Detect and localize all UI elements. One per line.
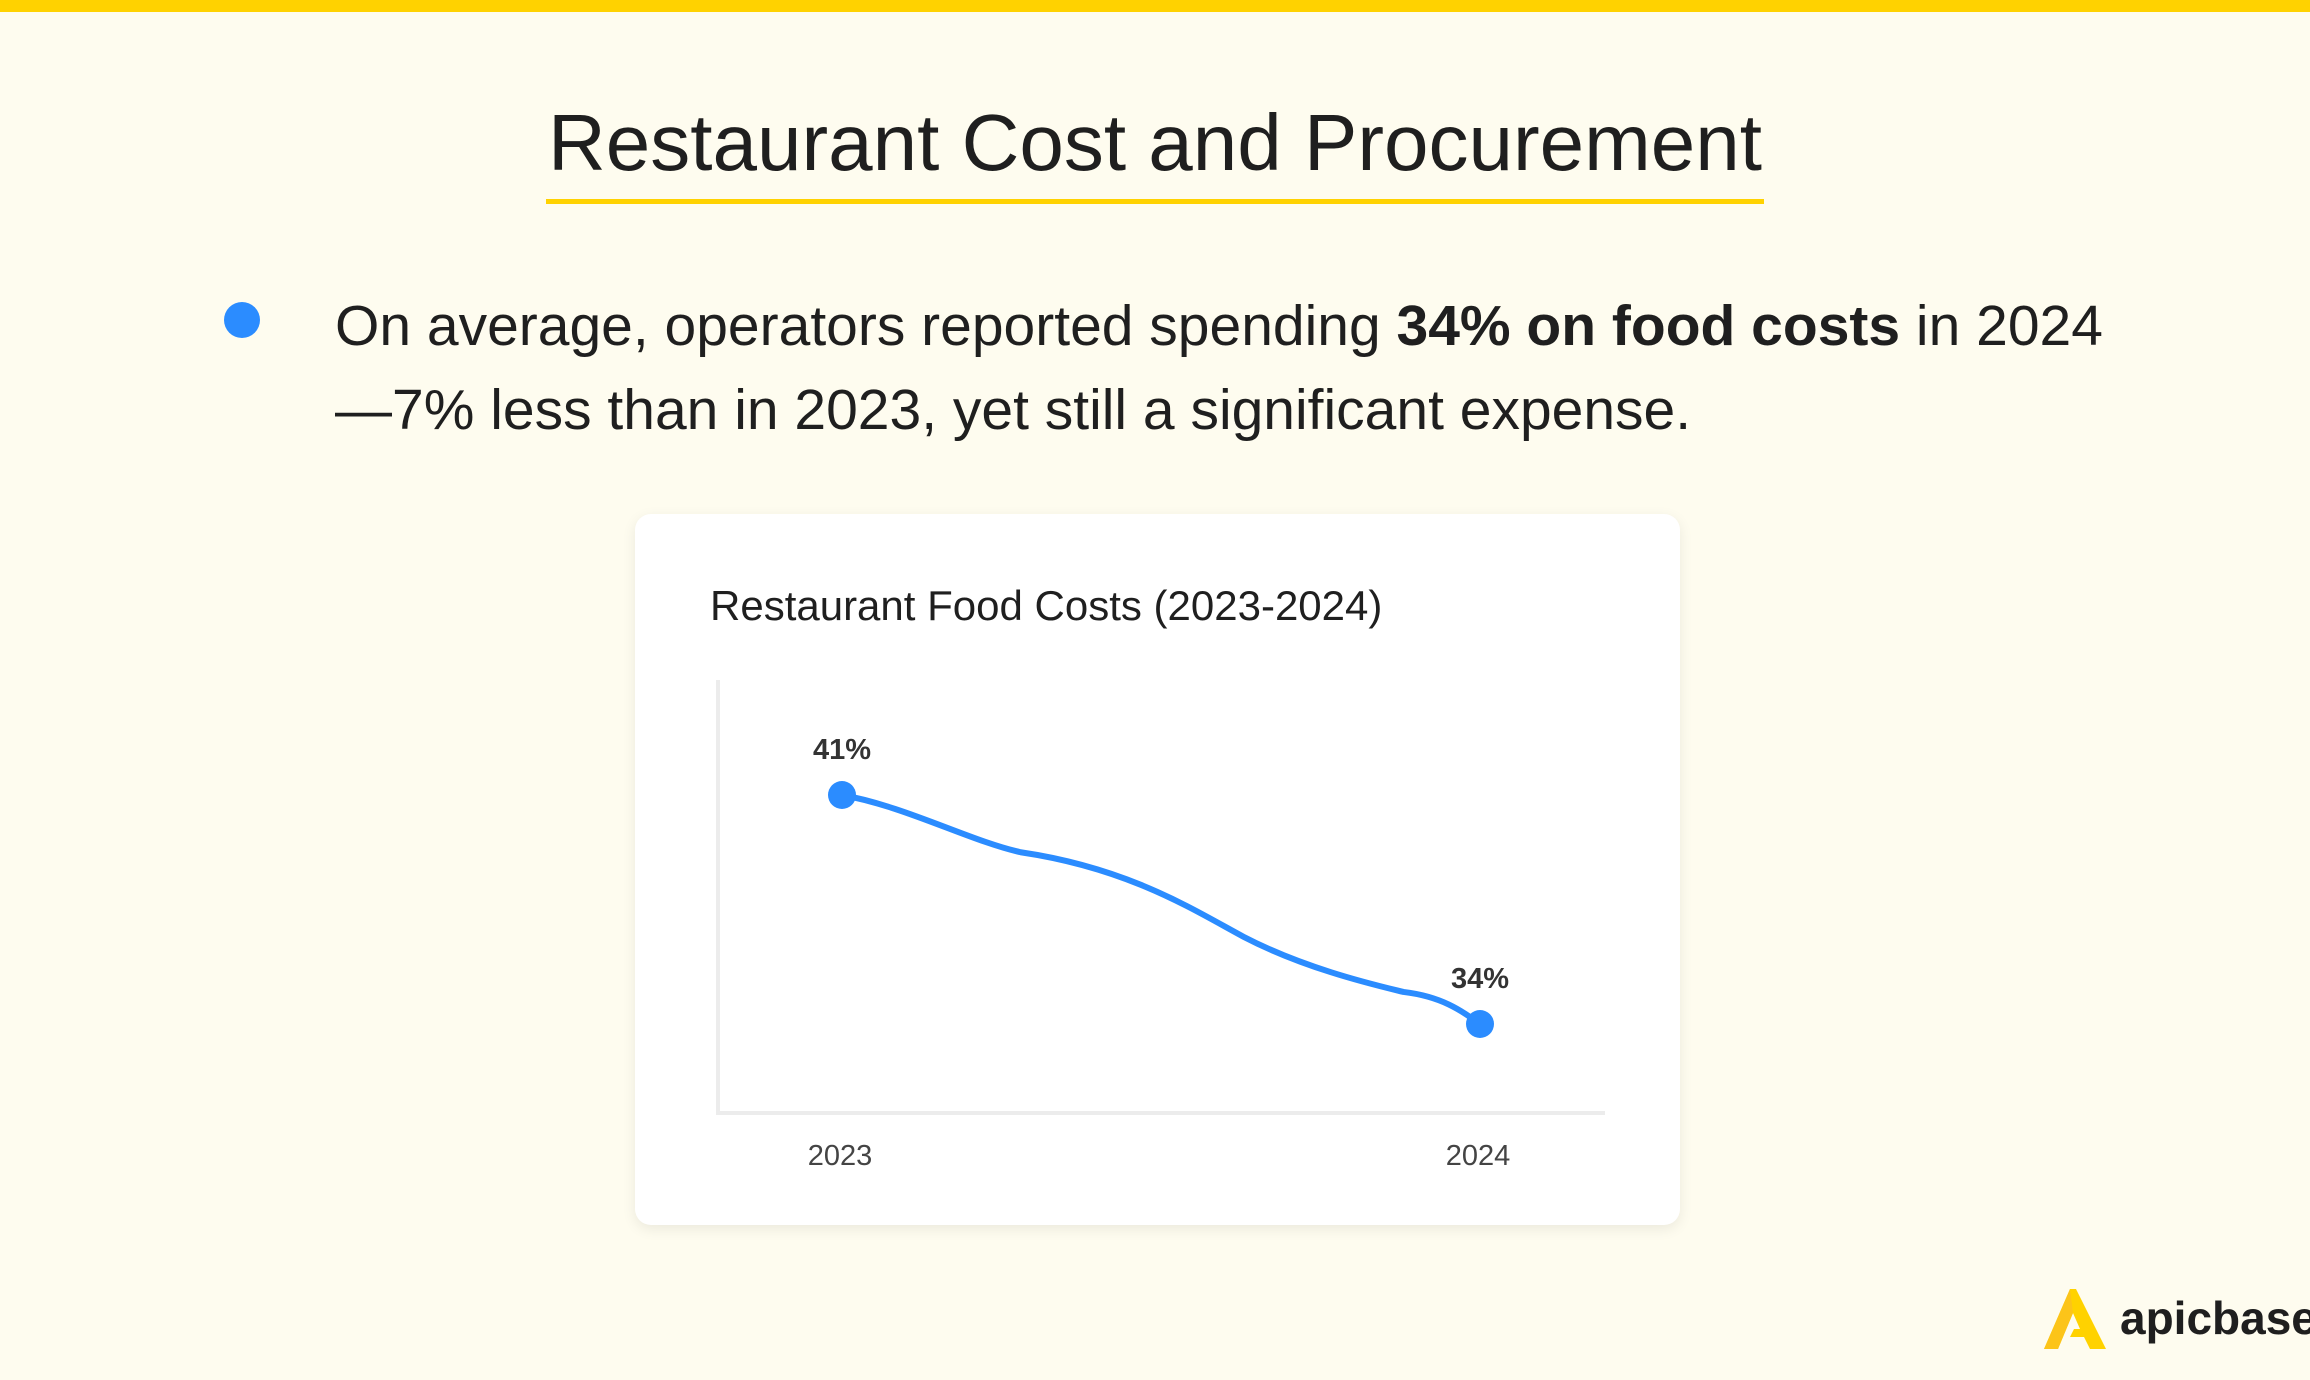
apicbase-logo: apicbase [2040, 1285, 2310, 1355]
bullet-dot-icon [224, 302, 260, 338]
series-line [839, 792, 1483, 1027]
highlight-text: 34% on food costs [1396, 294, 1901, 358]
logo-text: apicbase [2120, 1292, 2310, 1344]
data-point-2024 [1466, 1010, 1494, 1038]
data-point-2023 [828, 781, 856, 809]
data-label-2024: 34% [1451, 963, 1509, 995]
page-title: Restaurant Cost and Procurement [0, 95, 2310, 204]
chart-card: Restaurant Food Costs (2023-2024) 41% 202… [635, 514, 1680, 1225]
bullet-text: On average, operators reported spending … [335, 294, 2103, 442]
x-tick-label-2023: 2023 [808, 1140, 873, 1172]
apicbase-logo-icon [2044, 1289, 2106, 1349]
x-tick-label-2024: 2024 [1446, 1140, 1511, 1172]
chart-title: Restaurant Food Costs (2023-2024) [710, 582, 1383, 629]
data-label-2023: 41% [813, 734, 871, 766]
line-chart: 41% 2023 34% 2024 [716, 680, 1605, 1172]
top-accent-bar [0, 0, 2310, 12]
